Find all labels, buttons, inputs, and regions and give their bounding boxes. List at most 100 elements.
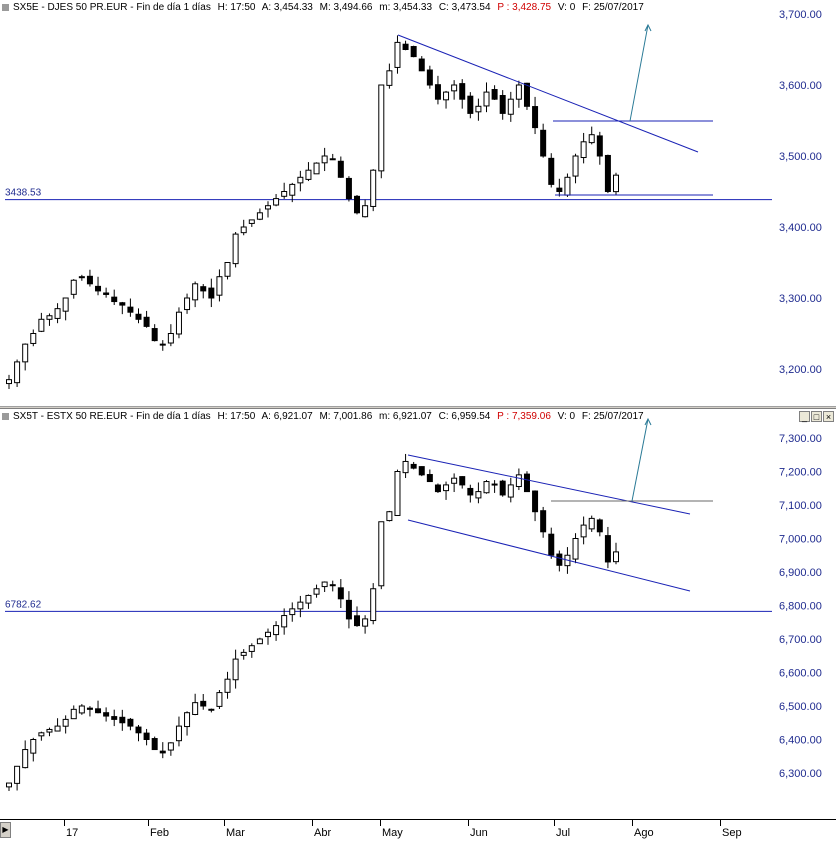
candle-body [548,533,555,556]
close-button[interactable]: × [823,411,834,422]
trend-line-resistance [397,34,699,153]
candle-body [256,212,263,220]
candle-body [127,718,134,727]
y-tick-label: 7,000.00 [779,534,822,546]
candle-body [216,276,223,296]
x-tick [312,820,313,826]
title-close: C: 3,473.54 [438,2,491,13]
candle-body [426,69,433,86]
candle-body [402,460,409,474]
x-tick-label: Jun [470,827,488,839]
candle-body [86,275,93,285]
candle-body [54,308,61,319]
candle-body [289,608,296,616]
candle-body [410,463,417,469]
x-tick [468,820,469,826]
chart-title: SX5E - DJES 50 PR.EUR - Fin de día 1 día… [13,2,211,13]
candle-body [459,476,466,486]
candle-body [103,712,110,717]
candle-body [451,84,458,92]
y-tick-label: 6,300.00 [779,768,822,780]
candle-body [135,726,142,734]
candle-body [451,477,458,484]
candle-body [556,553,563,566]
x-tick-label: May [382,827,403,839]
candle-body [184,712,191,728]
candle-body [127,306,134,313]
candle-body [200,286,207,292]
candle-body [564,176,571,196]
y-tick-label: 3,200.00 [779,364,822,376]
projection-arrow [629,24,649,122]
y-tick-label: 6,700.00 [779,634,822,646]
candle-body [443,484,450,492]
candle-body [62,718,69,727]
candle-body [70,279,77,295]
candle-body [143,732,150,740]
candle-body [224,262,231,277]
candle-body [613,174,619,193]
candle-body [572,538,579,560]
x-tick [554,820,555,826]
x-tick-label: Abr [314,827,332,839]
candle-body [556,187,563,192]
candle-body [167,333,174,344]
title-prev: P : 7,359.06 [497,411,551,422]
maximize-button[interactable]: □ [811,411,822,422]
y-tick-label: 7,100.00 [779,500,822,512]
candle-body [151,328,158,342]
candle-body [588,517,595,530]
window-controls: _ □ × [799,411,834,422]
candle-body [248,645,255,652]
projection-arrowhead-icon [644,417,652,426]
candle-body [224,678,231,693]
x-tick [64,820,65,826]
candle-body [402,43,409,50]
candle-body [305,594,312,604]
panel-marker-icon [2,4,9,11]
candle-body [175,311,182,335]
candle-body [418,466,425,476]
candle-body [345,177,352,200]
x-axis: ▶ 17 Feb Mar Abr May Jun Jul Ago Sep [0,819,836,841]
candle-body [264,205,271,210]
candle-body [467,487,474,496]
candle-body [604,154,611,192]
candle-body [337,160,344,178]
x-tick [632,820,633,826]
panel-divider[interactable] [0,406,836,409]
candle-body [256,638,263,645]
y-tick-label: 7,300.00 [779,433,822,445]
candle-body [386,511,393,522]
candle-body [175,725,182,742]
x-tick [224,820,225,826]
candle-body [548,157,555,185]
x-tick-label: Sep [722,827,742,839]
candle-body [418,58,425,72]
candle-body [394,41,401,68]
candle-body [305,169,312,180]
candle-body [426,474,433,483]
chart-title: SX5T - ESTX 50 RE.EUR - Fin de día 1 día… [13,411,211,422]
candle-body [30,739,37,754]
scroll-left-arrow-icon[interactable]: ▶ [0,822,11,838]
title-open: A: 6,921.07 [261,411,313,422]
candle-body [475,491,482,499]
candle-body [507,98,514,115]
panel-marker-icon [2,413,9,420]
title-prev: P : 3,428.75 [497,2,552,13]
candle-body [273,198,280,206]
candle-body [22,343,29,363]
candle-body [111,716,118,720]
candle-body [6,379,12,385]
candle-body [167,742,174,751]
candle-body [143,316,150,327]
candle-body [580,524,587,538]
candle-body [184,297,191,311]
candle-body [613,551,619,563]
minimize-button[interactable]: _ [799,411,810,422]
candle-body [264,631,271,638]
candlestick-chart-sx5e: 3,200.00 3,300.00 3,400.00 3,500.00 3,600.00… [5,9,822,390]
candle-body [240,651,247,656]
candle-body [232,658,239,681]
